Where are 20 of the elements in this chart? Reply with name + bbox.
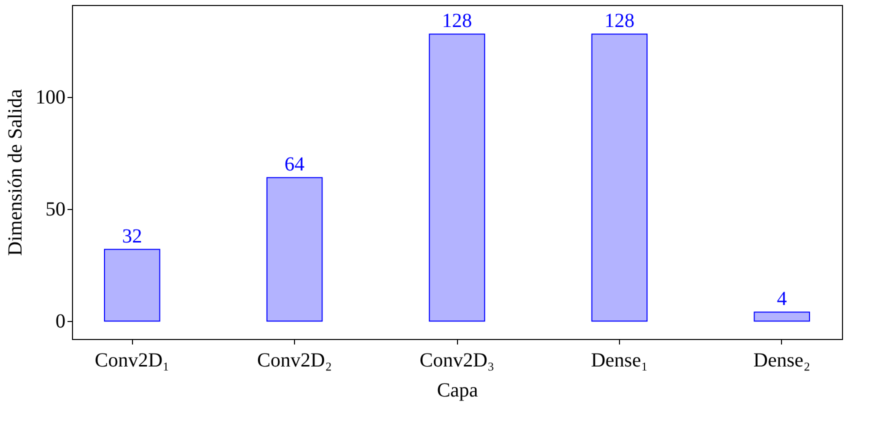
data-label: 64 (284, 154, 305, 176)
x-tick-label: Conv2D₂ (257, 350, 332, 372)
x-axis-title: Capa (436, 380, 478, 402)
y-tick-label: 0 (56, 310, 66, 333)
x-tick-label: Dense₂ (753, 350, 810, 372)
bar (104, 248, 160, 322)
x-tick-label: Dense₁ (590, 350, 648, 372)
bar (754, 312, 810, 322)
x-tick-label: Conv2D₁ (94, 350, 170, 372)
y-axis-title: Dimensión de Salida (4, 89, 26, 256)
data-label: 4 (776, 288, 787, 310)
bar (266, 177, 323, 322)
data-label: 128 (442, 10, 472, 32)
bar (591, 34, 648, 322)
y-tick-label: 100 (36, 86, 66, 108)
x-tick-label: Conv2D₃ (420, 350, 494, 372)
data-label: 128 (604, 10, 634, 32)
y-tick-label: 50 (46, 198, 66, 220)
bar (428, 34, 486, 322)
data-label: 32 (122, 225, 142, 248)
